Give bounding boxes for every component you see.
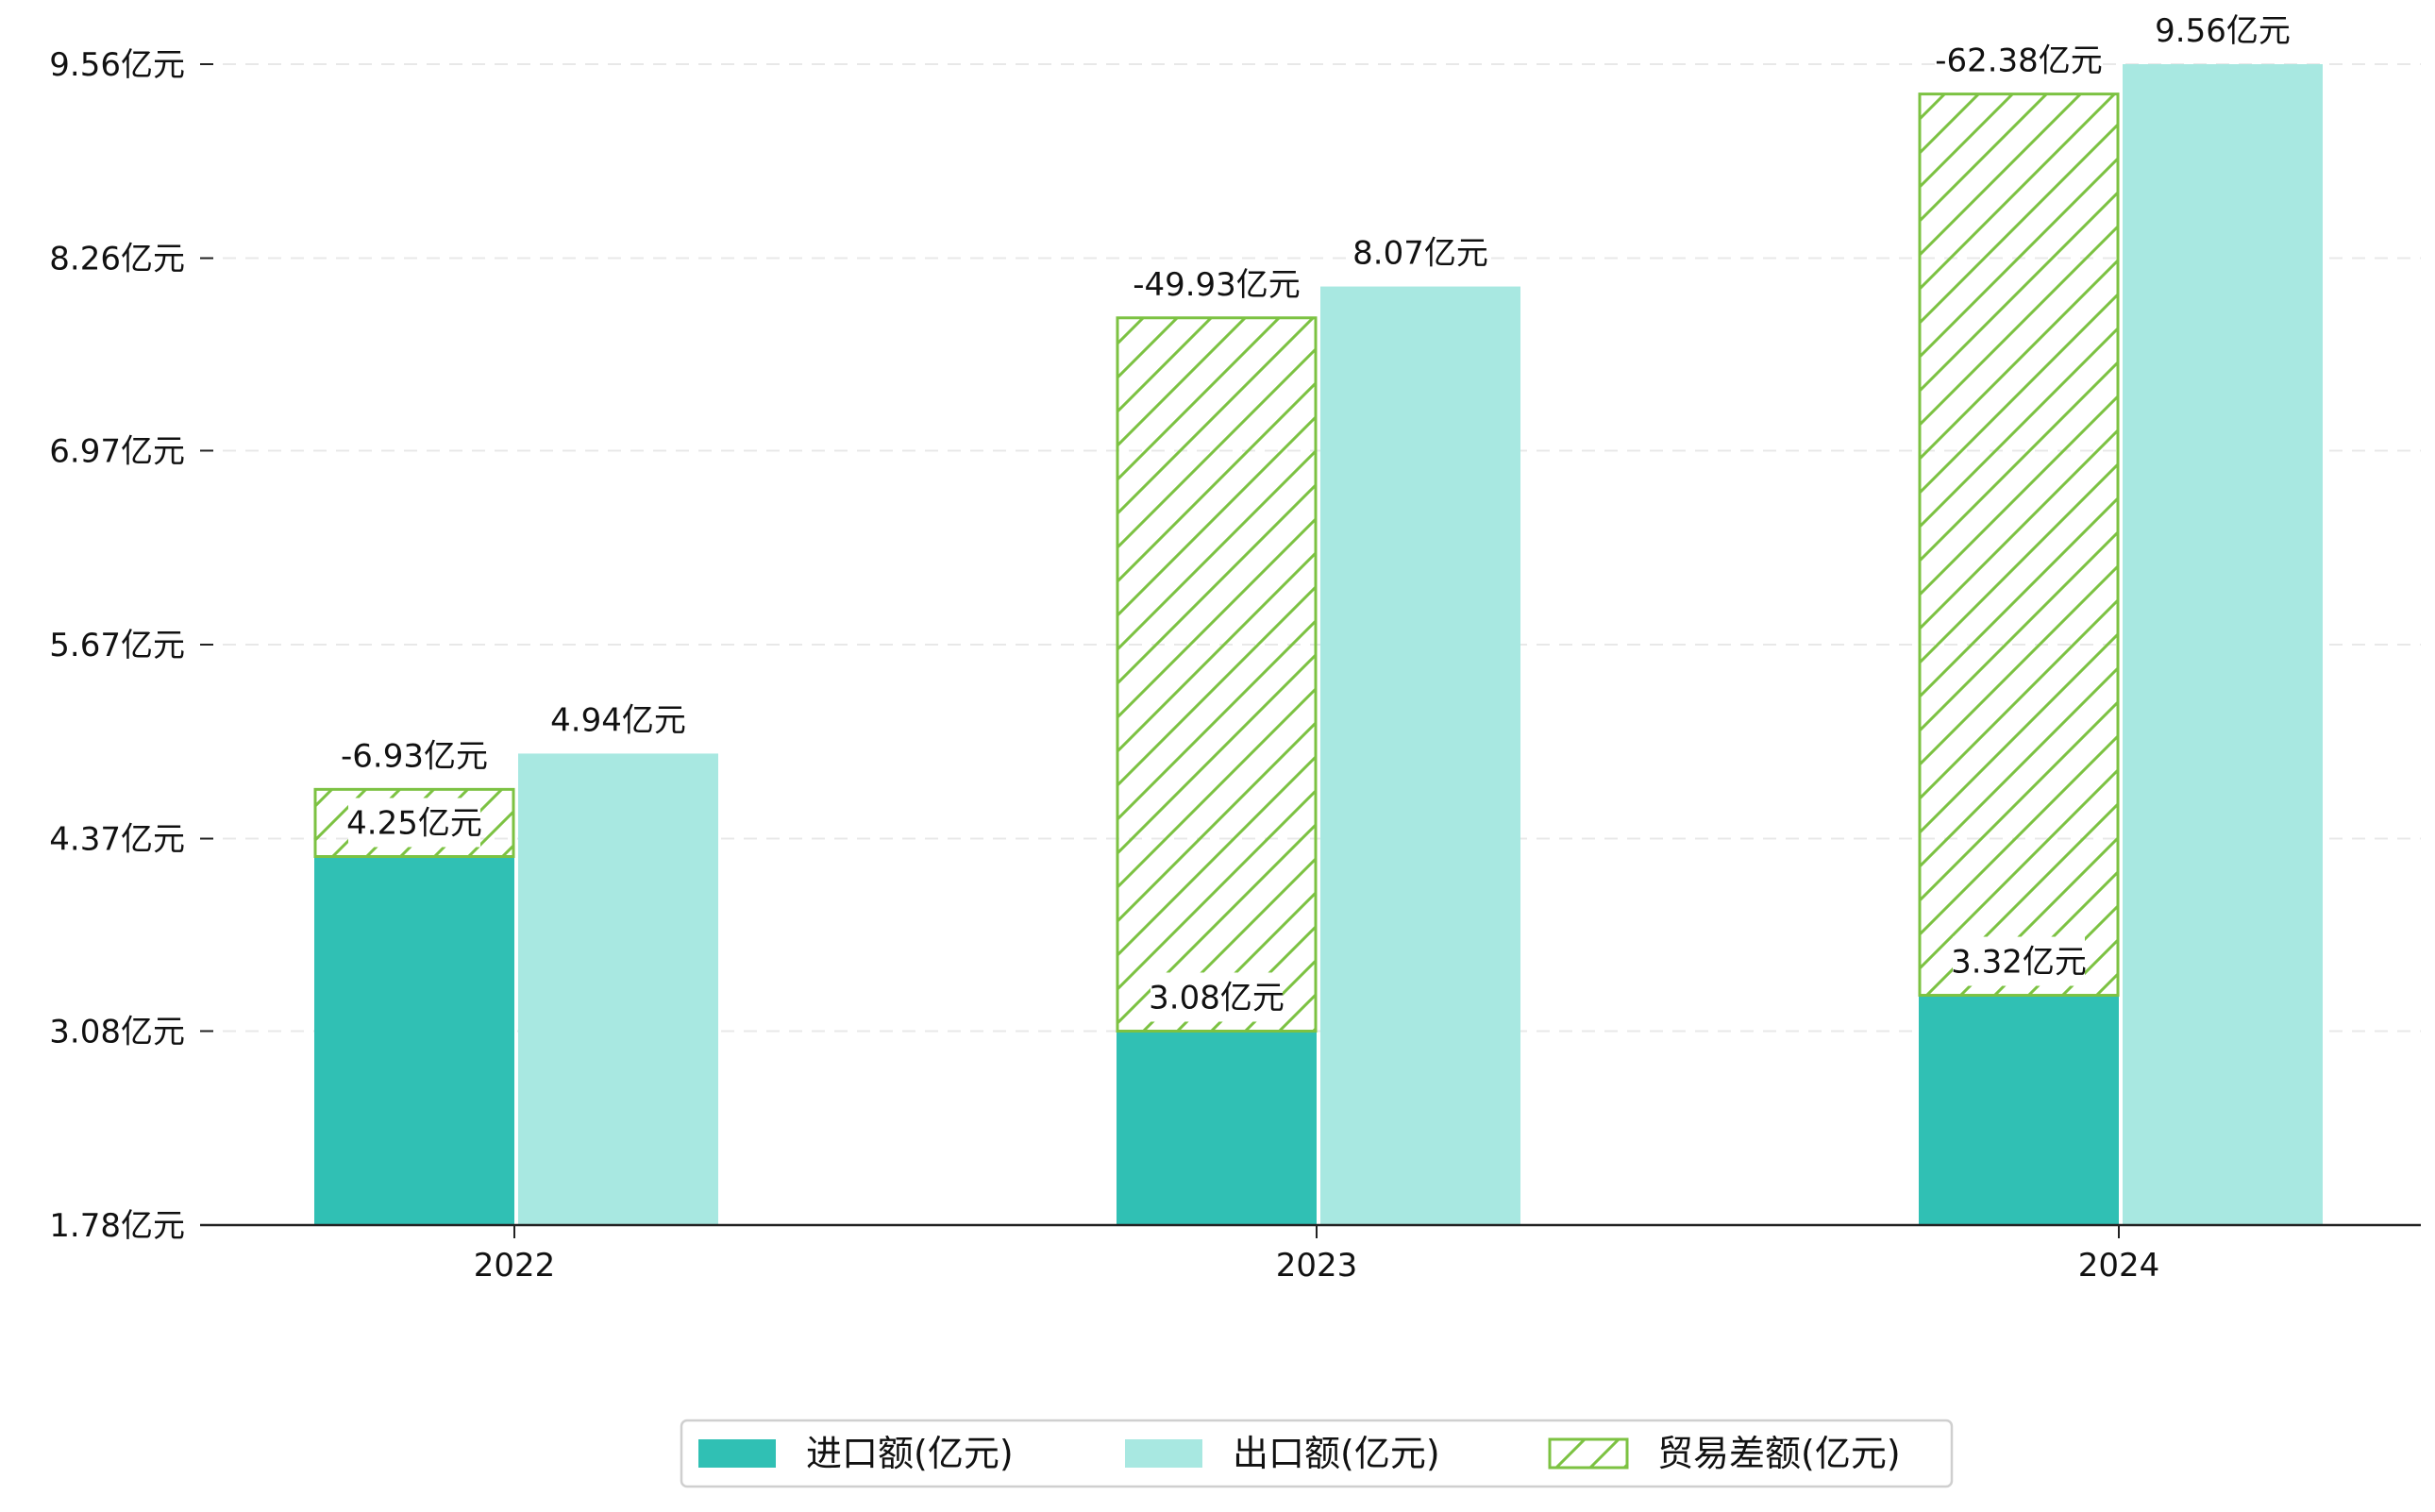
x-tick-label: 2022	[474, 1247, 556, 1285]
legend-label-1: 出口额(亿元)	[1233, 1433, 1440, 1474]
legend: 进口额(亿元) 出口额(亿元) 贸易差额(亿元)	[680, 1419, 1954, 1488]
axes-layer: 1.78亿元 3.08亿元 4.37亿元 5.67亿元 6.97亿元 8.26亿元 9.56…	[49, 46, 2421, 1285]
bar-export-2022	[518, 753, 718, 1225]
data-label-import-2024-bg	[1953, 936, 2085, 986]
data-label-import-2022-bg	[348, 798, 480, 848]
y-tick-label: 5.67亿元	[49, 627, 185, 664]
legend-swatch-balance	[1548, 1437, 1629, 1470]
data-label-export-2022: 4.94亿元	[550, 701, 686, 739]
bar-import-2023	[1117, 1031, 1317, 1225]
legend-box	[680, 1419, 1954, 1488]
y-tick-label: 4.37亿元	[49, 821, 185, 859]
y-tick-label: 9.56亿元	[49, 46, 185, 84]
data-label-balance-2024: -62.38亿元	[1935, 42, 2103, 80]
y-tick-label: 3.08亿元	[49, 1013, 185, 1050]
x-tick-label: 2023	[1276, 1247, 1358, 1285]
data-label-balance-2023: -49.93亿元	[1133, 266, 1301, 304]
legend-label-2: 贸易差额(亿元)	[1657, 1433, 1901, 1474]
labels-layer: 4.25亿元 4.94亿元 -6.93亿元 3.08亿元 8.07亿元 -49.93亿元 3…	[339, 6, 2291, 1022]
data-label-balance-2024-bg	[1935, 35, 2103, 85]
data-label-export-2023-bg	[1354, 227, 1486, 277]
x-tick-label: 2024	[2078, 1247, 2160, 1285]
data-label-import-2024: 3.32亿元	[1951, 944, 2087, 982]
data-label-import-2023: 3.08亿元	[1149, 979, 1285, 1016]
y-tick-label: 1.78亿元	[49, 1207, 185, 1245]
bar-balance-2023	[1116, 316, 1318, 1033]
data-label-export-2023: 8.07亿元	[1352, 235, 1488, 273]
data-label-balance-2022-bg	[339, 731, 490, 781]
y-tick-label: 6.97亿元	[49, 432, 185, 470]
bar-export-2023	[1320, 286, 1520, 1225]
data-label-export-2024-bg	[2157, 6, 2289, 55]
data-label-export-2024: 9.56亿元	[2155, 12, 2291, 50]
bar-import-2022	[314, 856, 514, 1225]
legend-swatch-0	[698, 1439, 776, 1468]
data-label-balance-2022: -6.93亿元	[341, 737, 488, 775]
legend-label-0: 进口额(亿元)	[806, 1433, 1014, 1474]
bar-export-2024	[2123, 64, 2323, 1225]
data-label-balance-2023-bg	[1133, 259, 1301, 309]
data-label-export-2022-bg	[552, 695, 684, 745]
y-tick-label: 8.26亿元	[49, 241, 185, 278]
data-label-import-2023-bg	[1150, 972, 1283, 1022]
legend-swatch-1	[1125, 1439, 1202, 1468]
bar-balance-2024	[1918, 92, 2120, 998]
data-label-import-2022: 4.25亿元	[346, 804, 482, 842]
bar-import-2024	[1919, 995, 2119, 1225]
